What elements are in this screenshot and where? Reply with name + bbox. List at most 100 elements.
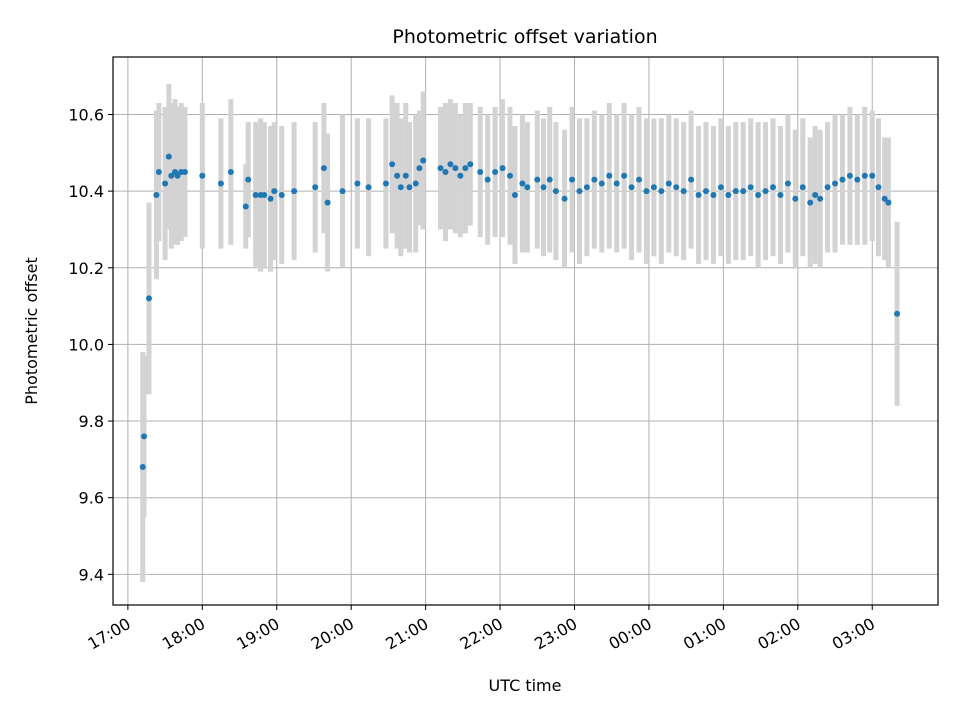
data-point — [673, 184, 680, 191]
data-point — [365, 184, 372, 191]
data-point — [540, 184, 547, 191]
data-point — [817, 195, 824, 202]
data-point — [261, 191, 268, 198]
data-point — [650, 184, 657, 191]
data-point — [606, 172, 613, 179]
y-tick-label: 10.0 — [68, 335, 104, 354]
data-point — [628, 184, 635, 191]
data-point — [462, 165, 469, 172]
data-point — [725, 191, 732, 198]
data-point — [875, 184, 882, 191]
y-tick-label: 10.4 — [68, 182, 104, 201]
data-point — [658, 188, 665, 195]
data-point — [680, 188, 687, 195]
data-point — [437, 165, 444, 172]
data-point — [552, 188, 559, 195]
data-point — [484, 176, 491, 183]
data-point — [636, 176, 643, 183]
data-point — [717, 184, 724, 191]
data-point — [688, 176, 695, 183]
data-point — [710, 191, 717, 198]
data-point — [807, 199, 814, 206]
data-point — [561, 195, 568, 202]
chart-title: Photometric offset variation — [392, 26, 657, 48]
x-axis-label: UTC time — [489, 676, 562, 695]
data-point — [312, 184, 319, 191]
data-points — [139, 153, 901, 471]
y-axis-ticks: 9.4 9.6 9.8 10.0 10.2 10.4 10.6 — [68, 105, 113, 584]
data-point — [139, 464, 146, 471]
data-point — [792, 195, 799, 202]
data-point — [181, 168, 188, 175]
data-point — [511, 191, 518, 198]
data-point — [168, 172, 175, 179]
data-point — [199, 172, 206, 179]
data-point — [141, 433, 148, 440]
data-point — [227, 168, 234, 175]
data-point — [339, 188, 346, 195]
data-point — [402, 172, 409, 179]
data-point — [770, 184, 776, 191]
data-point — [703, 188, 710, 195]
data-point — [145, 295, 152, 302]
data-point — [245, 176, 252, 183]
data-point — [457, 172, 464, 179]
data-point — [832, 180, 839, 187]
data-point — [320, 165, 327, 172]
data-point — [416, 165, 423, 172]
data-point — [442, 168, 449, 175]
data-point — [598, 180, 605, 187]
data-point — [755, 191, 762, 198]
data-point — [447, 161, 454, 168]
data-point — [854, 176, 861, 183]
data-point — [242, 203, 249, 210]
data-point — [881, 195, 888, 202]
data-point — [740, 188, 747, 195]
data-point — [839, 176, 846, 183]
data-point — [861, 172, 868, 179]
y-tick-label: 10.2 — [68, 259, 104, 278]
data-point — [506, 172, 513, 179]
data-point — [665, 180, 672, 187]
data-point — [162, 180, 169, 187]
y-tick-label: 10.6 — [68, 105, 104, 124]
data-point — [534, 176, 541, 183]
data-point — [452, 165, 459, 172]
y-axis-label: Photometric offset — [22, 257, 41, 405]
data-point — [389, 161, 396, 168]
data-point — [591, 176, 598, 183]
data-point — [576, 188, 583, 195]
data-point — [267, 195, 274, 202]
data-point — [467, 161, 474, 168]
data-point — [324, 199, 331, 206]
data-point — [492, 168, 499, 175]
data-point — [812, 191, 819, 198]
data-point — [252, 191, 259, 198]
data-point — [784, 180, 791, 187]
data-point — [291, 188, 298, 195]
data-point — [799, 184, 806, 191]
data-point — [613, 180, 620, 187]
data-point — [499, 165, 506, 172]
data-point — [777, 191, 784, 198]
data-point — [569, 176, 576, 183]
data-point — [217, 180, 224, 187]
y-tick-label: 9.4 — [79, 565, 104, 584]
data-point — [155, 168, 162, 175]
data-point — [153, 191, 160, 198]
data-point — [643, 188, 650, 195]
data-point — [406, 184, 413, 191]
data-point — [621, 172, 628, 179]
data-point — [583, 184, 590, 191]
data-point — [278, 191, 285, 198]
y-tick-label: 9.6 — [79, 489, 104, 508]
data-point — [397, 184, 404, 191]
data-point — [546, 176, 553, 183]
data-point — [394, 172, 401, 179]
data-point — [747, 184, 754, 191]
data-point — [382, 180, 389, 187]
data-point — [420, 157, 427, 164]
data-point — [846, 172, 853, 179]
y-tick-label: 9.8 — [79, 412, 104, 431]
